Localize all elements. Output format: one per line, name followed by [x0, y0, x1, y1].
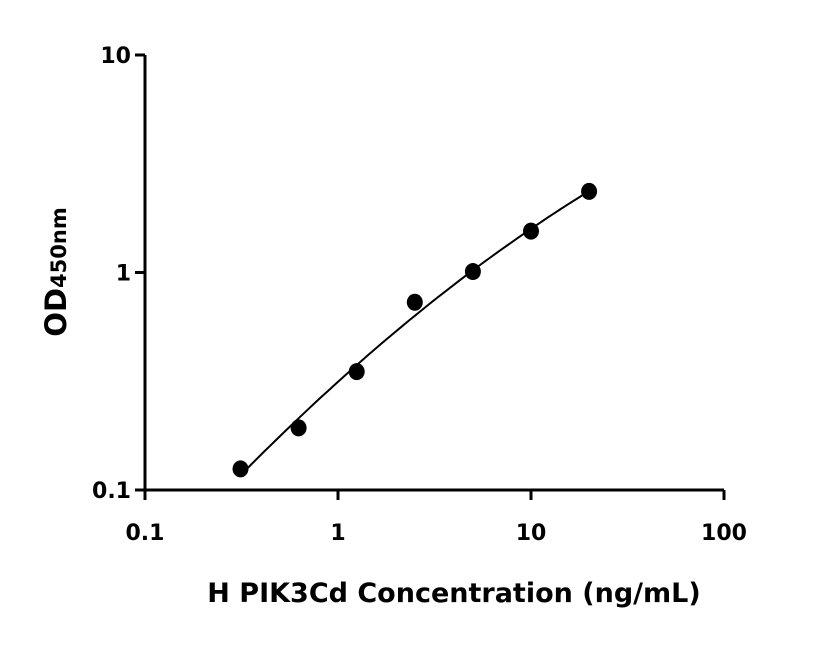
data-point [581, 182, 598, 200]
data-point [523, 222, 539, 240]
data-point [464, 263, 481, 281]
y-axis-label-sub: 450nm [47, 207, 71, 288]
x-axis-label: H PIK3Cd Concentration (ng/mL) [207, 578, 700, 609]
y-tick-label: 0.1 [92, 479, 131, 504]
y-tick-label: 1 [116, 262, 131, 287]
x-tick-label: 0.1 [126, 521, 165, 546]
y-tick-label: 10 [100, 44, 131, 69]
y-axis-label: OD450nm [39, 207, 73, 336]
y-axis-label-main: OD [39, 288, 73, 337]
data-point [232, 460, 249, 478]
data-point [290, 419, 307, 437]
x-tick-label: 1 [330, 521, 345, 546]
x-tick-label: 100 [701, 521, 747, 546]
data-point [406, 293, 423, 311]
data-point [348, 363, 365, 381]
x-tick-label: 10 [516, 521, 547, 546]
